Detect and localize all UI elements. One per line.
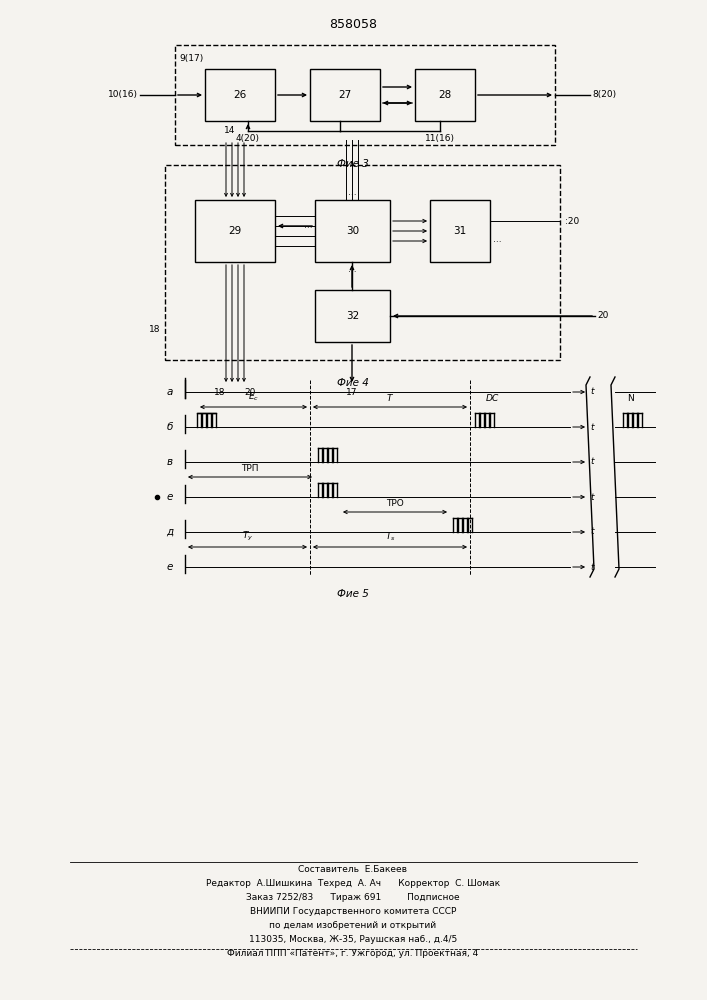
- Text: $T_y$: $T_y$: [242, 530, 253, 543]
- Text: 17: 17: [346, 388, 358, 397]
- Text: 10(16): 10(16): [108, 91, 138, 100]
- Text: t: t: [590, 458, 593, 466]
- Text: Фие 3: Фие 3: [337, 159, 369, 169]
- Text: 28: 28: [438, 90, 452, 100]
- Text: е: е: [167, 492, 173, 502]
- Text: ...: ...: [348, 265, 356, 274]
- Text: 29: 29: [228, 226, 242, 236]
- Text: 8(20): 8(20): [592, 91, 616, 100]
- Bar: [310, 69, 380, 121]
- Bar: [175, 45, 555, 145]
- Text: 858058: 858058: [329, 17, 377, 30]
- Text: Редактор  А.Шишкина  Техред  А. Ач      Корректор  С. Шомак: Редактор А.Шишкина Техред А. Ач Корректо…: [206, 879, 500, 888]
- Text: Составитель  Е.Бакеев: Составитель Е.Бакеев: [298, 864, 407, 874]
- Text: ...: ...: [348, 188, 356, 197]
- Text: $T$: $T$: [386, 392, 394, 403]
- Text: 14: 14: [224, 126, 235, 135]
- Text: по делам изобретений и открытий: по делам изобретений и открытий: [269, 920, 436, 930]
- Text: 32: 32: [346, 311, 359, 321]
- Text: $E_c$: $E_c$: [248, 390, 259, 403]
- Text: 11(16): 11(16): [425, 134, 455, 143]
- Text: N: N: [626, 394, 633, 403]
- Text: 113035, Москва, Ж-35, Раушская наб., д.4/5: 113035, Москва, Ж-35, Раушская наб., д.4…: [249, 934, 457, 944]
- Text: 30: 30: [346, 226, 359, 236]
- Text: 18: 18: [148, 326, 160, 334]
- Text: t: t: [590, 528, 593, 536]
- Text: ТРП: ТРП: [241, 464, 259, 473]
- Text: б: б: [167, 422, 173, 432]
- Bar: [205, 69, 275, 121]
- Bar: [195, 200, 275, 262]
- Text: t: t: [590, 492, 593, 502]
- Text: t: t: [590, 562, 593, 572]
- Text: Фие 5: Фие 5: [337, 589, 369, 599]
- Text: 4(20): 4(20): [236, 134, 260, 143]
- Bar: [165, 165, 560, 360]
- Text: 20: 20: [597, 312, 609, 320]
- Text: $T_s$: $T_s$: [385, 530, 395, 543]
- Text: t: t: [590, 387, 593, 396]
- Text: 18: 18: [214, 388, 226, 397]
- Text: Фие 4: Фие 4: [337, 378, 369, 388]
- Text: е: е: [167, 562, 173, 572]
- Text: a: a: [167, 387, 173, 397]
- Text: Филиал ППП «Патент», г. Ужгород, ул. Проектная, 4: Филиал ППП «Патент», г. Ужгород, ул. Про…: [228, 948, 479, 958]
- Bar: [315, 200, 390, 262]
- Text: :20: :20: [565, 217, 579, 226]
- Text: t: t: [590, 422, 593, 432]
- Bar: [315, 290, 390, 342]
- Bar: [415, 69, 475, 121]
- Text: в: в: [167, 457, 173, 467]
- Text: 20: 20: [245, 388, 256, 397]
- Text: ВНИИПИ Государственного комитета СССР: ВНИИПИ Государственного комитета СССР: [250, 906, 456, 916]
- Text: 9(17): 9(17): [179, 54, 203, 63]
- Text: 26: 26: [233, 90, 247, 100]
- Bar: [430, 200, 490, 262]
- Text: $DC$: $DC$: [485, 392, 500, 403]
- Text: д: д: [166, 527, 173, 537]
- Text: ТРО: ТРО: [386, 499, 404, 508]
- Text: ...: ...: [305, 222, 313, 231]
- Text: 31: 31: [453, 226, 467, 236]
- Text: Заказ 7252/83      Тираж 691         Подписное: Заказ 7252/83 Тираж 691 Подписное: [246, 892, 460, 902]
- Text: 27: 27: [339, 90, 351, 100]
- Text: ...: ...: [493, 234, 502, 243]
